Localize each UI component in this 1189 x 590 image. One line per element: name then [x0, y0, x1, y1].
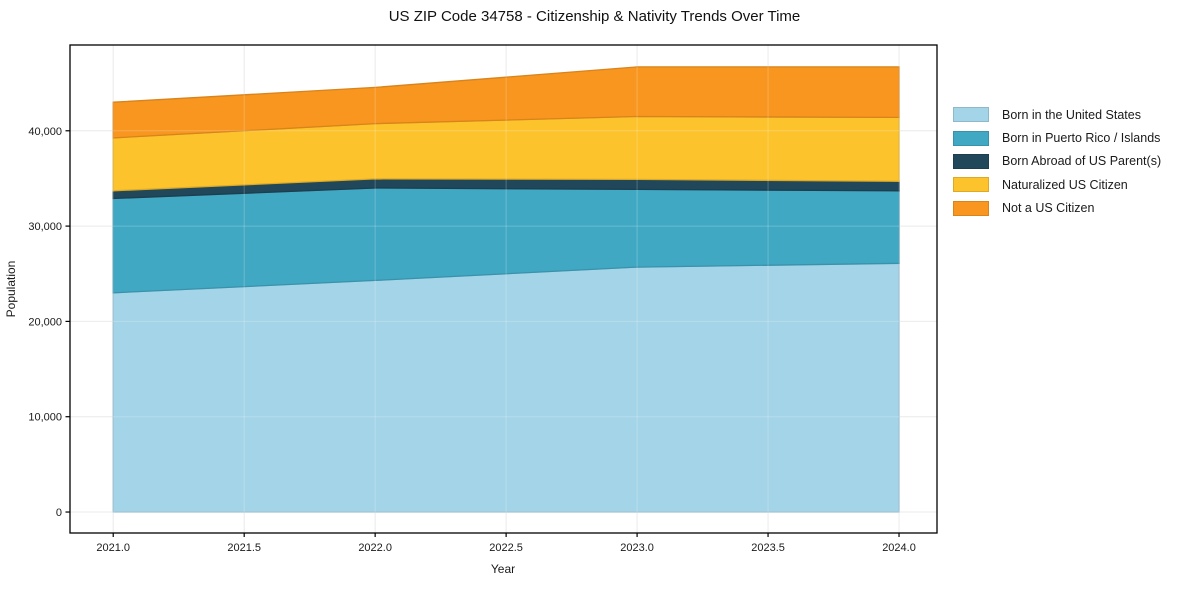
y-tick-label: 10,000 — [28, 412, 62, 424]
y-axis-label: Population — [4, 261, 18, 318]
legend-swatch — [953, 177, 989, 193]
area-series-4 — [112, 66, 900, 139]
x-tick-label: 2022.5 — [489, 542, 523, 554]
legend-item: Born in the United States — [953, 103, 1161, 126]
legend-swatch — [953, 153, 989, 169]
y-tick-label: 20,000 — [28, 316, 62, 328]
x-axis-label: Year — [491, 562, 515, 576]
legend-swatch — [953, 130, 989, 146]
legend-label: Born in the United States — [1002, 107, 1141, 122]
x-tick-label: 2022.0 — [358, 542, 392, 554]
x-tick-label: 2023.5 — [751, 542, 785, 554]
stacked-areas — [112, 66, 900, 513]
x-tick-label: 2023.0 — [620, 542, 654, 554]
x-tick-label: 2024.0 — [882, 542, 916, 554]
y-tick-label: 40,000 — [28, 126, 62, 138]
legend-label: Naturalized US Citizen — [1002, 177, 1128, 192]
x-tick-label: 2021.0 — [96, 542, 130, 554]
x-tick-label: 2021.5 — [227, 542, 261, 554]
y-tick-label: 0 — [56, 507, 62, 519]
legend-item: Not a US Citizen — [953, 197, 1161, 220]
legend-label: Born in Puerto Rico / Islands — [1002, 131, 1161, 146]
legend: Born in the United States Born in Puerto … — [953, 103, 1161, 220]
plot-border — [69, 44, 938, 534]
gridlines-over — [70, 45, 937, 533]
legend-swatch — [953, 200, 989, 216]
legend-label: Not a US Citizen — [1002, 201, 1095, 216]
legend-label: Born Abroad of US Parent(s) — [1002, 154, 1162, 169]
y-tick-label: 30,000 — [28, 221, 62, 233]
legend-item: Naturalized US Citizen — [953, 173, 1161, 196]
legend-swatch — [953, 107, 989, 123]
chart-title: US ZIP Code 34758 - Citizenship & Nativi… — [388, 8, 801, 25]
legend-item: Born Abroad of US Parent(s) — [953, 150, 1161, 173]
axis-ticks: 2021.0 2021.5 2022.0 2022.5 2023.0 2023.5 2024… — [28, 126, 916, 554]
legend-item: Born in Puerto Rico / Islands — [953, 126, 1161, 149]
